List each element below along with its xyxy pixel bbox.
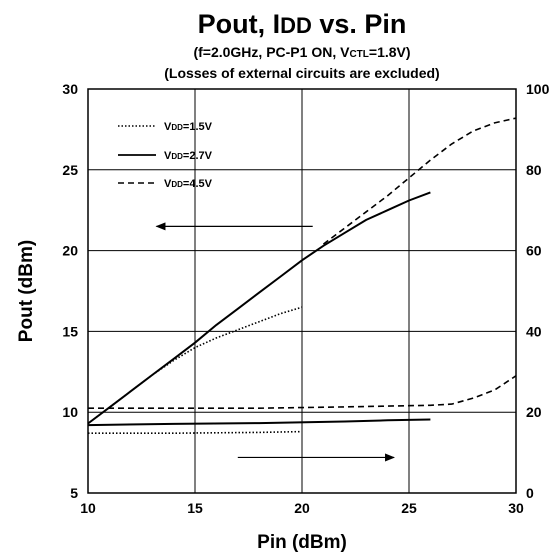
y-axis-title: Pout (dBm) [16,240,37,342]
subtitle-part-1: (f=2.0GHz, PC-P1 ON, V [193,44,350,60]
title-part-3: vs. Pin [312,9,407,39]
axis-arrows [155,222,396,462]
series-line-idd-27 [87,418,431,427]
title-part-1: Pout, I [198,9,281,39]
legend-label-vdd-4-5: VDD=4.5V [164,178,213,190]
legend-v-3: V [164,178,172,190]
legend-dd-2: DD [171,152,183,161]
series-line-pout-45 [322,117,517,245]
y-tick-label: 20 [62,243,78,259]
x-tick-label: 25 [401,500,417,516]
chart-subtitle: (f=2.0GHz, PC-P1 ON, VCTL=1.8V) [193,44,410,60]
legend-label-vdd-2-7: VDD=2.7V [164,150,213,162]
y-tick-label: 25 [62,162,78,178]
chart-subtitle-2: (Losses of external circuits are exclude… [164,65,439,81]
y-tick-label: 10 [62,404,78,420]
x-tick-label: 20 [294,500,310,516]
legend-dd-3: DD [171,180,183,189]
series-line-idd-45 [88,375,517,410]
legend: VDD=1.5V VDD=2.7V VDD=4.5V [118,121,213,190]
y2-tick-label: 40 [526,323,542,339]
legend-val-1: =1.5V [183,121,213,133]
x-tick-label: 10 [80,500,96,516]
legend-dd-1: DD [171,123,183,132]
x-tick-label: 15 [187,500,203,516]
y-tick-label: 5 [70,485,78,501]
series-lines [87,117,517,435]
y2-tick-label: 100 [526,81,550,97]
legend-v-1: V [164,121,172,133]
chart-title: Pout, IDD vs. Pin [198,9,407,39]
y2-tick-label: 60 [526,243,542,259]
y2-tick-label: 20 [526,404,542,420]
y2-tick-label: 0 [526,485,534,501]
x-tick-label: 30 [508,500,524,516]
y-tick-label: 30 [62,81,78,97]
x-axis-title: Pin (dBm) [257,532,347,553]
subtitle-part-3: =1.8V) [369,44,411,60]
series-line-idd-15 [88,430,303,435]
legend-label-vdd-1-5: VDD=1.5V [164,121,213,133]
legend-v-2: V [164,150,172,162]
y-tick-label: 15 [62,323,78,339]
legend-val-3: =4.5V [183,178,213,190]
legend-val-2: =2.7V [183,150,213,162]
series-line-pout-27 [87,191,431,425]
y2-tick-label: 80 [526,162,542,178]
gridlines [88,89,516,493]
subtitle-part-2: CTL [349,49,368,60]
title-part-2: DD [280,13,312,38]
